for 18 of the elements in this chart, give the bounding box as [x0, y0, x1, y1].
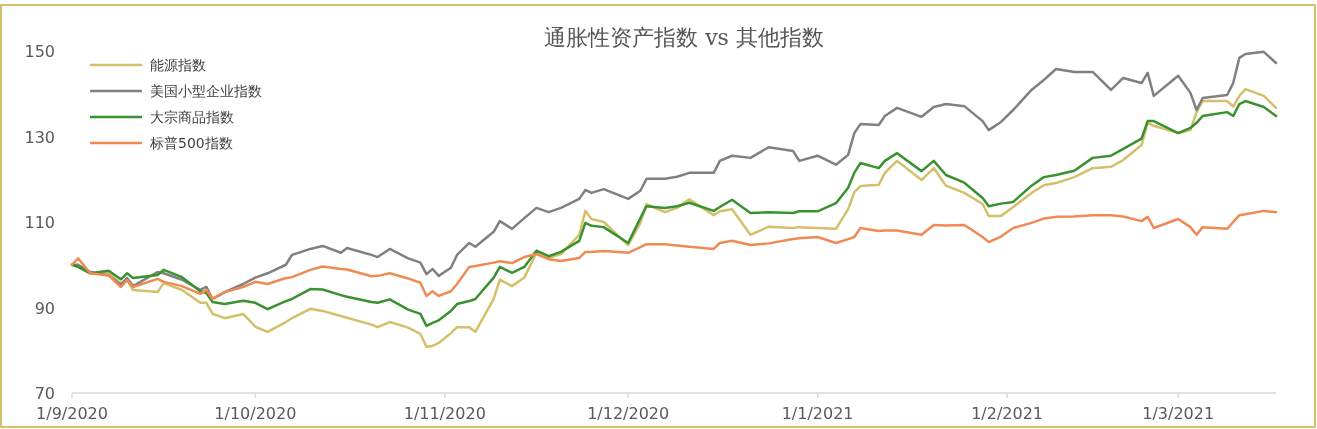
- legend-label: 能源指数: [150, 57, 206, 73]
- y-tick-label: 70: [34, 384, 55, 403]
- line-series: [70, 209, 1278, 301]
- y-tick-label: 150: [24, 42, 55, 61]
- x-tick-label: 1/1/2021: [781, 404, 854, 423]
- x-tick-label: 1/2/2021: [971, 404, 1044, 423]
- y-tick-label: 90: [34, 298, 55, 318]
- x-tick-label: 1/11/2020: [403, 404, 486, 423]
- y-tick-label: 130: [24, 127, 55, 147]
- y-tick-label: 110: [24, 213, 55, 232]
- x-tick-label: 1/12/2020: [587, 404, 670, 423]
- legend-label: 美国小型企业指数: [150, 83, 262, 99]
- x-tick-label: 1/10/2020: [214, 404, 297, 423]
- legend-label: 标普500指数: [149, 135, 233, 151]
- chart-title: 通胀性资产指数 vs 其他指数: [544, 25, 824, 50]
- legend-label: 大宗商品指数: [150, 109, 234, 125]
- x-tick-label: 1/3/2021: [1142, 404, 1215, 423]
- x-tick-label: 1/9/2020: [36, 404, 108, 423]
